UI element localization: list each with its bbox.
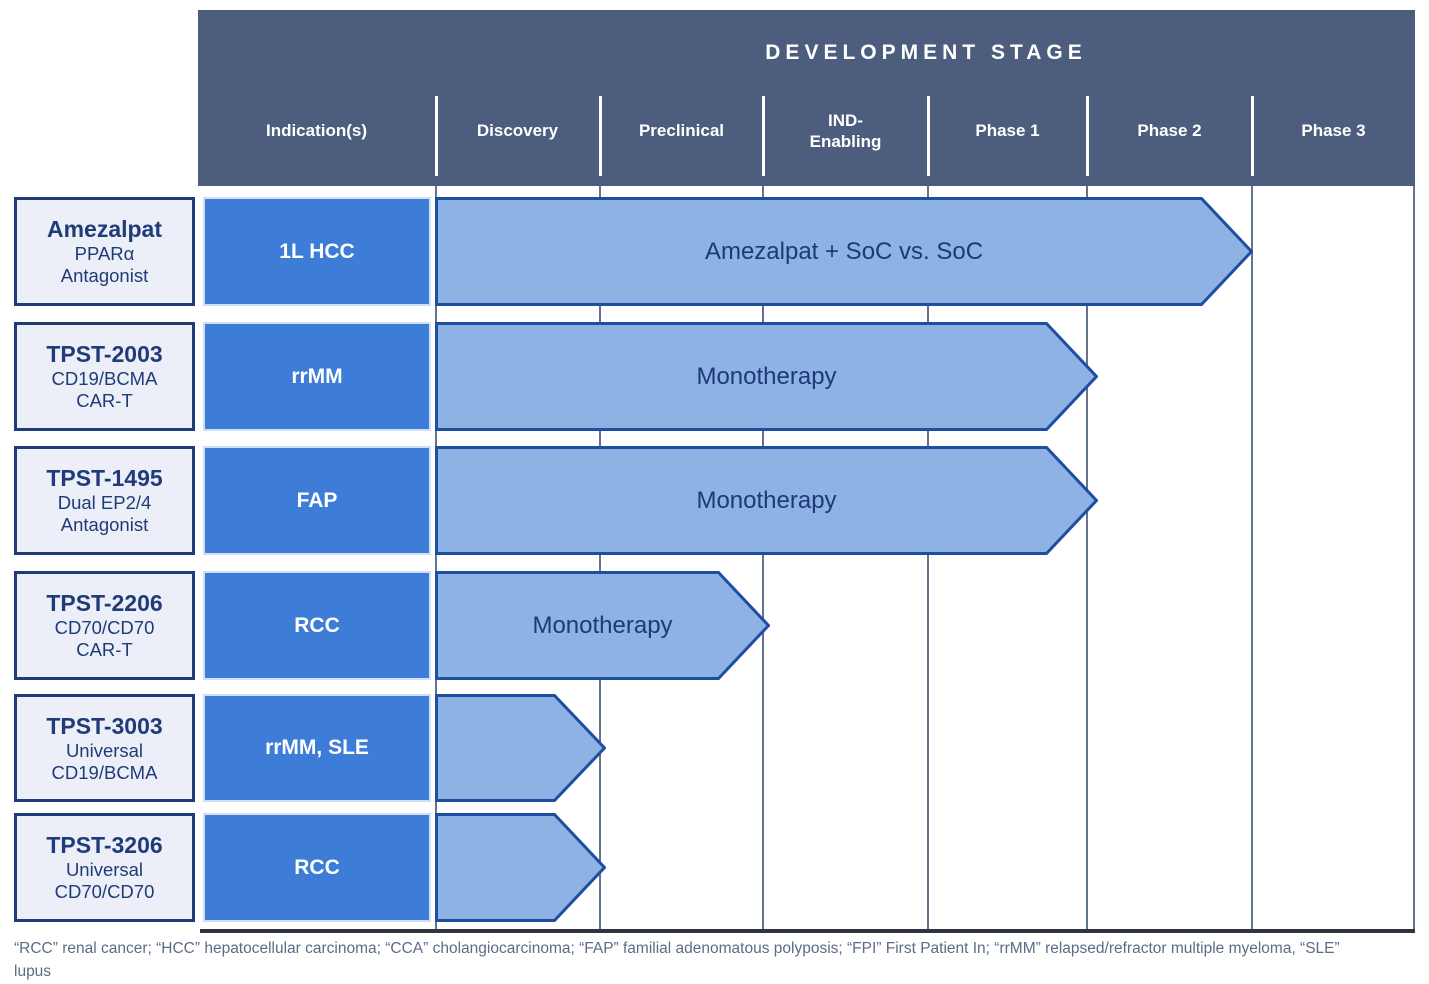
header-divider: [599, 96, 602, 176]
arrow-label: Monotherapy: [696, 486, 837, 514]
abbreviations-footnote: “RCC” renal cancer; “HCC” hepatocellular…: [14, 940, 1340, 981]
column-header-indications: Indication(s): [265, 121, 368, 141]
header-divider: [762, 96, 765, 176]
pipeline-arrow-tpst-2206: Monotherapy: [435, 571, 770, 680]
header-divider: [435, 96, 438, 176]
program-name: Amezalpat: [46, 216, 163, 243]
column-header-preclinical: Preclinical: [638, 121, 725, 141]
column-header-phase1: Phase 1: [975, 121, 1040, 141]
arrow-label: Monotherapy: [696, 362, 837, 390]
column-header-phase2: Phase 2: [1137, 121, 1202, 141]
column-header-phase3: Phase 3: [1301, 121, 1366, 141]
pipeline-arrow-tpst-2003: Monotherapy: [435, 322, 1098, 431]
indication-box: rrMM: [203, 322, 431, 431]
program-mechanism: CD19/BCMA CAR-T: [51, 368, 158, 412]
pipeline-arrow-tpst-1495: Monotherapy: [435, 446, 1098, 555]
indication-box: rrMM, SLE: [203, 694, 431, 802]
header-divider: [927, 96, 930, 176]
grid-line-preclinical-start: [599, 186, 601, 931]
column-header-ind-enabling: IND- Enabling: [809, 110, 882, 151]
program-name: TPST-1495: [46, 465, 163, 492]
grid-line-phase3-start: [1251, 186, 1253, 931]
program-box-tpst-1495: TPST-1495 Dual EP2/4 Antagonist: [14, 446, 195, 555]
program-box-tpst-2003: TPST-2003 CD19/BCMA CAR-T: [14, 322, 195, 431]
program-name: TPST-2003: [46, 341, 163, 368]
header-divider: [1086, 96, 1089, 176]
program-name: TPST-2206: [46, 590, 163, 617]
pipeline-arrow-tpst-3003: [435, 694, 606, 802]
development-stage-title: DEVELOPMENT STAGE: [765, 41, 1087, 64]
indication-box: RCC: [203, 813, 431, 922]
program-mechanism: Universal CD19/BCMA: [51, 739, 158, 783]
arrow-label: Amezalpat + SoC vs. SoC: [704, 237, 984, 265]
table-bottom-border: [200, 929, 1415, 933]
header-divider: [1251, 96, 1254, 176]
program-mechanism: Dual EP2/4 Antagonist: [57, 492, 152, 536]
pipeline-arrow-amezalpat: Amezalpat + SoC vs. SoC: [435, 197, 1253, 306]
program-mechanism: PPARα Antagonist: [60, 243, 149, 287]
program-box-tpst-2206: TPST-2206 CD70/CD70 CAR-T: [14, 571, 195, 680]
grid-line-ind-enabling-start: [762, 186, 764, 931]
grid-line-phase1-start: [927, 186, 929, 931]
program-box-amezalpat: Amezalpat PPARα Antagonist: [14, 197, 195, 306]
program-mechanism: CD70/CD70 CAR-T: [54, 617, 155, 661]
indication-box: RCC: [203, 571, 431, 680]
arrow-label: Monotherapy: [532, 611, 673, 639]
grid-line-discovery-start: [435, 186, 437, 931]
grid-line-right-edge: [1413, 186, 1415, 931]
program-box-tpst-3003: TPST-3003 Universal CD19/BCMA: [14, 694, 195, 802]
indication-box: FAP: [203, 446, 431, 555]
program-mechanism: Universal CD70/CD70: [54, 859, 155, 903]
program-box-tpst-3206: TPST-3206 Universal CD70/CD70: [14, 813, 195, 922]
pipeline-arrow-tpst-3206: [435, 813, 606, 922]
program-name: TPST-3206: [46, 832, 163, 859]
grid-line-phase2-start: [1086, 186, 1088, 931]
column-header-discovery: Discovery: [476, 121, 559, 141]
development-stage-header: DEVELOPMENT STAGE: [198, 10, 1415, 186]
program-name: TPST-3003: [46, 712, 163, 739]
indication-box: 1L HCC: [203, 197, 431, 306]
